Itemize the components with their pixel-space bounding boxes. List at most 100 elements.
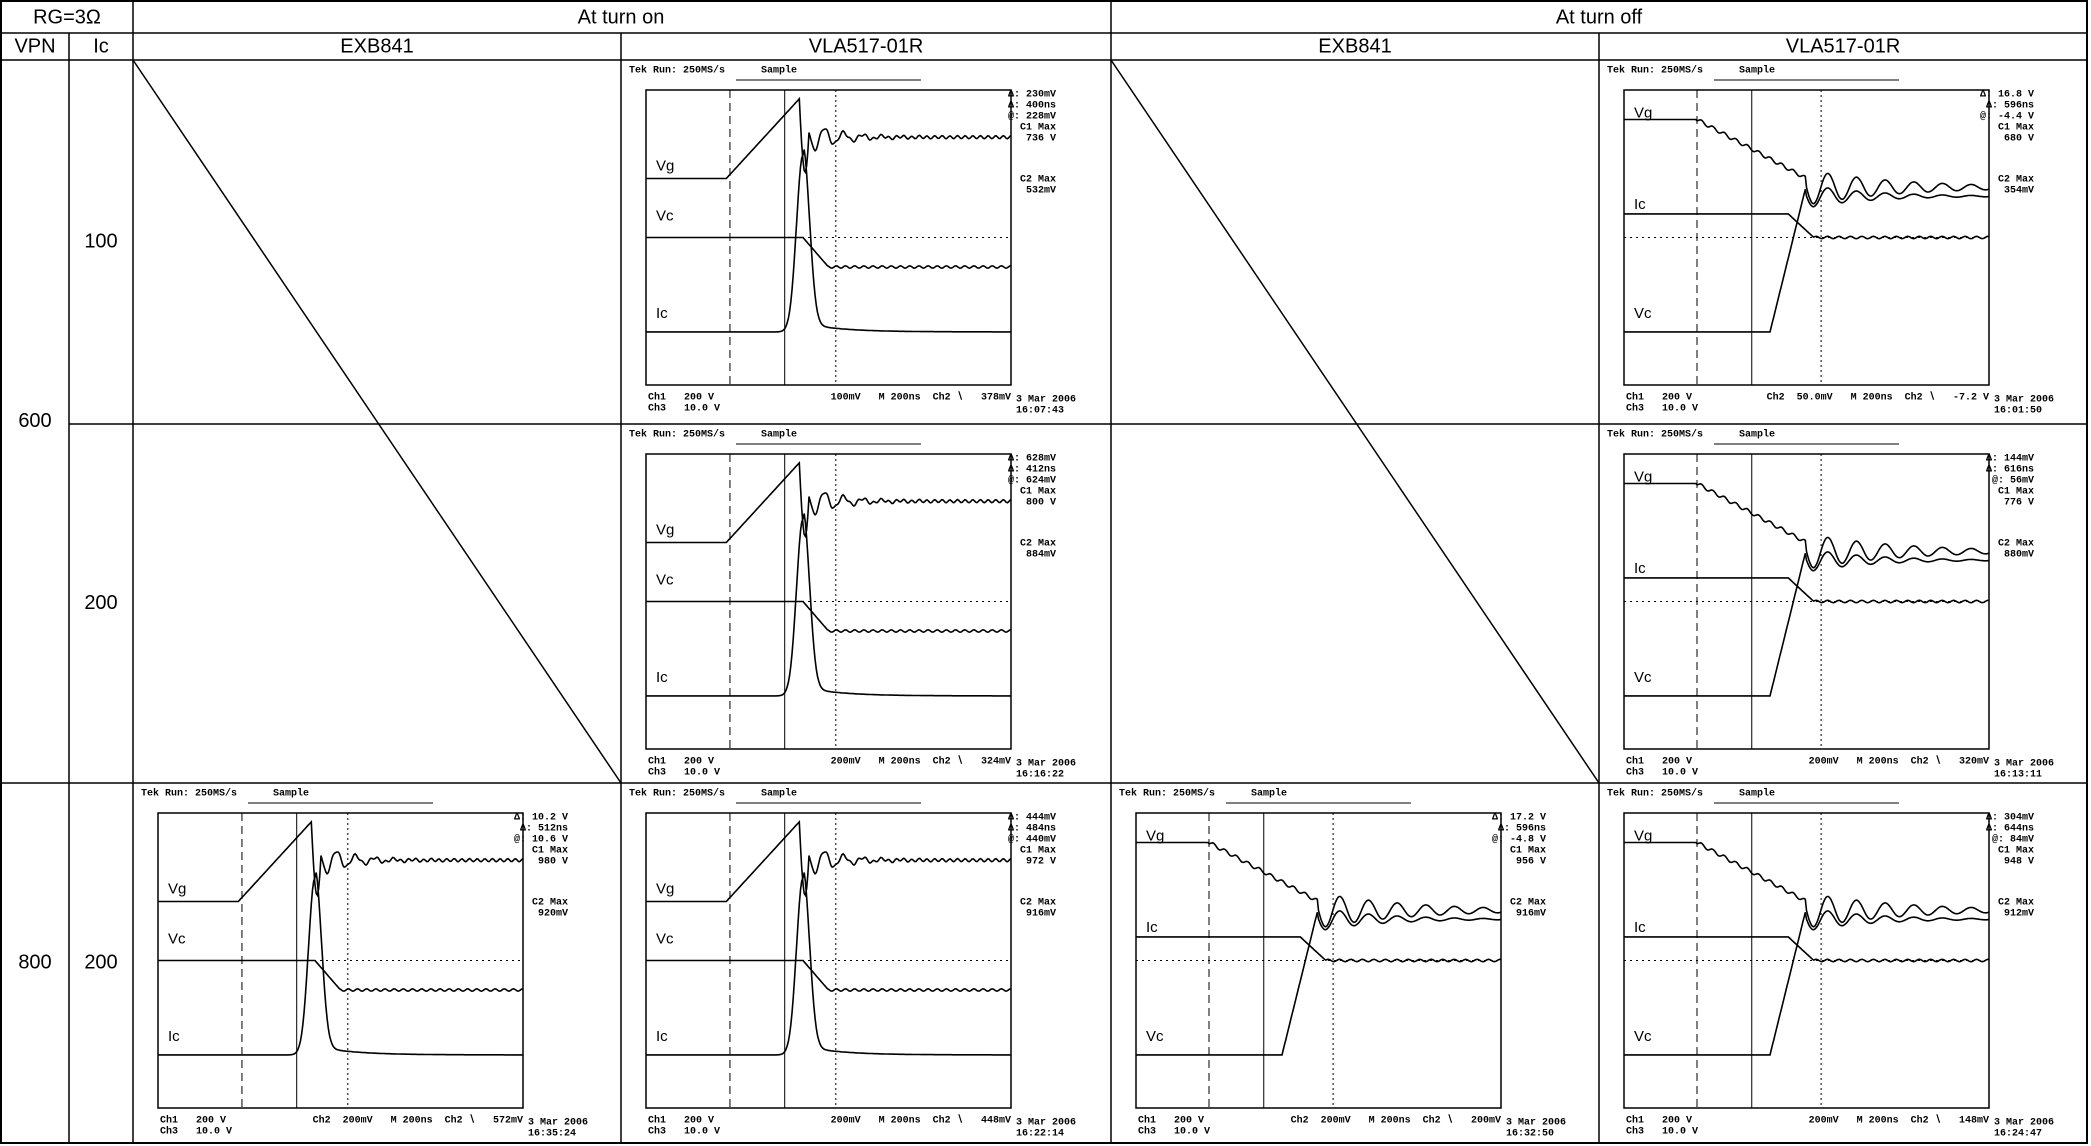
ic-value: 100	[84, 230, 117, 252]
readout: 884mV	[1026, 550, 1056, 561]
scope-mode: Sample	[1739, 65, 1775, 77]
readout: Δ: 644ns	[1986, 824, 2034, 835]
readout: 916mV	[1516, 909, 1546, 920]
ic-header: Ic	[93, 35, 109, 57]
waveform	[646, 961, 1011, 992]
readout: C2 Max	[1020, 175, 1056, 186]
trace-label: Vg	[1634, 104, 1652, 121]
footer-ch1: Ch1 200 V	[648, 1115, 714, 1127]
readout: 680 V	[2004, 134, 2034, 145]
footer-time: 16:35:24	[528, 1129, 576, 1140]
vpn-value: 800	[18, 951, 51, 973]
trace-label: Ic	[1634, 196, 1646, 213]
waveform	[1136, 843, 1501, 927]
footer-date: 3 Mar 2006	[1994, 759, 2054, 770]
waveform	[1624, 552, 1989, 696]
turn-on: At turn on	[578, 6, 665, 28]
readout: C1 Max	[1998, 487, 2034, 498]
scope-mode: Sample	[761, 429, 797, 441]
footer-ch1: Ch1 200 V	[1626, 1115, 1692, 1127]
scope-status: Tek Run: 250MS/s	[629, 429, 725, 441]
readout: C1 Max	[1020, 487, 1056, 498]
waveform	[1624, 188, 1989, 332]
footer-ch3: Ch3 10.0 V	[160, 1126, 232, 1138]
readout: @: -4.8 V	[1492, 834, 1546, 846]
footer-ch1: Ch1 200 V	[648, 756, 714, 768]
rg-label: RG=3Ω	[33, 6, 101, 28]
diagonal	[1111, 60, 1599, 783]
footer-scale: Ch2 50.0mV M 200ns Ch2 ∖ -7.2 V	[1767, 392, 1989, 404]
scope-status: Tek Run: 250MS/s	[1119, 788, 1215, 800]
readout: Δ: 17.2 V	[1492, 813, 1546, 824]
trace-label: Vg	[656, 880, 674, 897]
readout: Δ: 616ns	[1986, 465, 2034, 476]
footer-date: 3 Mar 2006	[528, 1118, 588, 1129]
footer-ch1: Ch1 200 V	[1138, 1115, 1204, 1127]
waveform	[646, 602, 1011, 633]
footer-date: 3 Mar 2006	[1016, 395, 1076, 406]
readout: Δ: 596ns	[1986, 101, 2034, 112]
column-header: VLA517-01R	[809, 35, 924, 57]
footer-scale: 200mV M 200ns Ch2 ∖ 148mV	[1809, 1115, 1989, 1127]
readout: 736 V	[1026, 134, 1056, 145]
column-header: EXB841	[1318, 35, 1391, 57]
footer-scale: Ch2 200mV M 200ns Ch2 ∖ 572mV	[313, 1115, 523, 1127]
footer-ch1: Ch1 200 V	[1626, 392, 1692, 404]
turn-off: At turn off	[1556, 6, 1643, 28]
footer-scale: Ch2 200mV M 200ns Ch2 ∖ 200mV	[1291, 1115, 1501, 1127]
scope-status: Tek Run: 250MS/s	[1607, 788, 1703, 800]
waveform	[646, 238, 1011, 269]
waveform	[1624, 120, 1989, 204]
trace-label: Vg	[168, 880, 186, 897]
trace-label: Vg	[1634, 827, 1652, 844]
footer-date: 3 Mar 2006	[1994, 1118, 2054, 1129]
page: RG=3Ω At turn on At turn off VPN Ic EXB8…	[0, 0, 2091, 1146]
readout: @: 56mV	[1992, 475, 2034, 487]
trace-label: Vc	[656, 931, 674, 948]
readout: C1 Max	[532, 846, 568, 857]
readout: 800 V	[1026, 498, 1056, 509]
readout: C2 Max	[1020, 539, 1056, 550]
footer-date: 3 Mar 2006	[1016, 1118, 1076, 1129]
waveform	[1624, 937, 1989, 962]
readout: 920mV	[538, 909, 568, 920]
readout: 948 V	[2004, 857, 2034, 868]
readout: @: 228mV	[1008, 111, 1056, 123]
waveform	[646, 99, 1011, 179]
scope-status: Tek Run: 250MS/s	[141, 788, 237, 800]
readout: C1 Max	[1998, 846, 2034, 857]
readout: C2 Max	[1998, 898, 2034, 909]
footer-ch3: Ch3 10.0 V	[648, 403, 720, 415]
trace-label: Vc	[168, 931, 186, 948]
trace-label: Ic	[1634, 560, 1646, 577]
waveform	[158, 822, 523, 902]
scope-mode: Sample	[1739, 429, 1775, 441]
scope-mode: Sample	[273, 788, 309, 800]
readout: Δ: 400ns	[1008, 101, 1056, 112]
readout: Δ: 304mV	[1986, 813, 2034, 824]
waveform	[646, 822, 1011, 902]
readout: C1 Max	[1510, 846, 1546, 857]
footer-time: 16:01:50	[1994, 406, 2042, 417]
readout: Δ: 628mV	[1008, 454, 1056, 465]
scope-mode: Sample	[761, 65, 797, 77]
ic-value: 200	[84, 592, 117, 614]
waveform	[1136, 911, 1501, 1055]
footer-scale: 200mV M 200ns Ch2 ∖ 320mV	[1809, 756, 1989, 768]
trace-label: Vc	[656, 208, 674, 225]
footer-time: 16:22:14	[1016, 1129, 1064, 1140]
waveform	[158, 961, 523, 992]
readout: @: 10.6 V	[514, 834, 568, 846]
scope-status: Tek Run: 250MS/s	[1607, 429, 1703, 441]
readout: Δ: 412ns	[1008, 465, 1056, 476]
footer-time: 16:13:11	[1994, 770, 2042, 781]
vpn-header: VPN	[14, 35, 55, 57]
trace-label: Ic	[168, 1028, 180, 1045]
readout: 354mV	[2004, 186, 2034, 197]
readout: C1 Max	[1998, 123, 2034, 134]
readout: C1 Max	[1020, 123, 1056, 134]
footer-ch1: Ch1 200 V	[160, 1115, 226, 1127]
trace-label: Vg	[656, 157, 674, 174]
readout: Δ: 144mV	[1986, 454, 2034, 465]
trace-label: Vc	[1634, 669, 1652, 686]
